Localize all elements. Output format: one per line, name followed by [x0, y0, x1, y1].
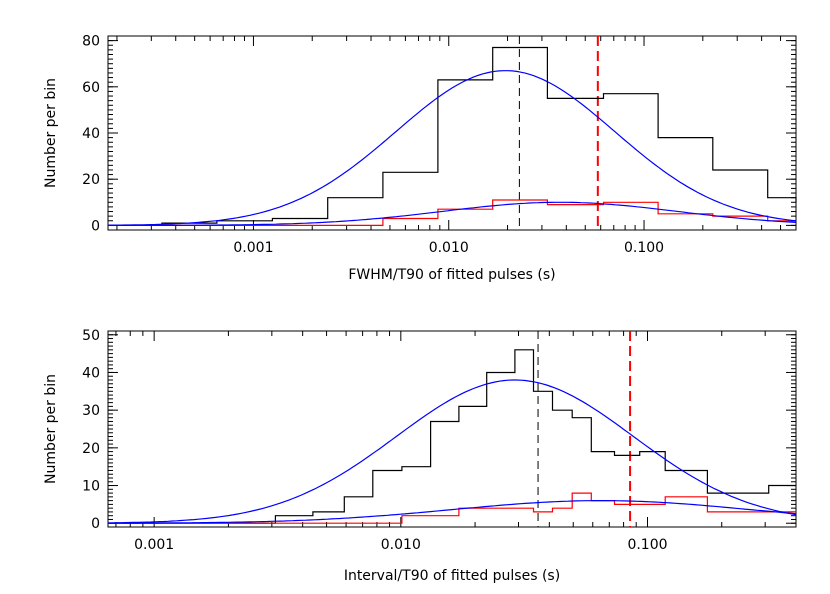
top-panel: 0.001 0.010 0.100 0 20 40 60 80 FWHM/T90 of fit…	[43, 34, 797, 283]
top-histogram-all	[108, 46, 797, 226]
bottom-x-tick-label: 0.001	[134, 537, 174, 553]
top-fit-curve-2	[107, 70, 797, 226]
top-series	[107, 46, 797, 226]
top-plot-frame	[107, 35, 797, 231]
bottom-histogram-all	[108, 349, 796, 524]
top-median-lines	[518, 36, 599, 230]
bottom-fit-curve-3	[108, 500, 797, 524]
bottom-ticks: 0.001 0.010 0.100 0 10 20 30 40 50	[82, 328, 797, 553]
bottom-median-lines	[537, 331, 632, 527]
bottom-y-tick-label: 10	[82, 479, 100, 495]
top-y-tick-label: 60	[82, 80, 100, 96]
top-x-axis-label: FWHM/T90 of fitted pulses (s)	[348, 267, 555, 283]
top-x-tick-label: 0.001	[233, 240, 273, 256]
bottom-fit-curve-2	[108, 379, 797, 524]
bottom-histogram-subset	[108, 492, 796, 524]
bottom-y-tick-label: 20	[82, 441, 100, 457]
top-x-tick-label: 0.100	[624, 240, 664, 256]
bottom-x-tick-label: 0.100	[627, 537, 667, 553]
top-fit-curve-3	[108, 201, 797, 226]
top-y-tick-label: 40	[82, 126, 100, 142]
top-y-axis-label: Number per bin	[43, 78, 59, 188]
bottom-x-axis-label: Interval/T90 of fitted pulses (s)	[344, 568, 560, 584]
bottom-x-tick-label: 0.010	[381, 537, 421, 553]
bottom-y-tick-label: 0	[91, 516, 100, 532]
bottom-plot-frame	[107, 330, 797, 528]
top-y-tick-label: 20	[82, 172, 100, 188]
bottom-y-tick-label: 50	[82, 328, 100, 344]
top-y-tick-label: 0	[91, 218, 100, 234]
bottom-y-axis-label: Number per bin	[43, 374, 59, 484]
bottom-y-tick-label: 40	[82, 365, 100, 381]
bottom-y-tick-label: 30	[82, 403, 100, 419]
bottom-panel: 0.001 0.010 0.100 0 10 20 30 40 50 Interval/T90 …	[43, 328, 797, 584]
top-x-tick-label: 0.010	[429, 240, 469, 256]
bottom-series	[108, 349, 797, 524]
top-y-tick-label: 80	[82, 34, 100, 50]
top-ticks: 0.001 0.010 0.100 0 20 40 60 80	[82, 34, 796, 256]
